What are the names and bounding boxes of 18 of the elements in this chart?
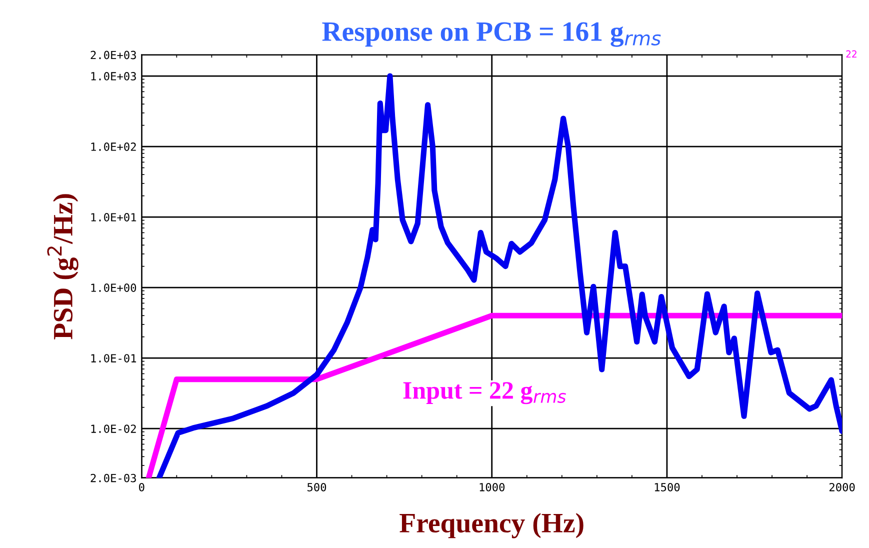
- y-tick-label: 1.0E+02: [91, 142, 136, 151]
- y-tick-label: 1.0E+03: [91, 72, 136, 80]
- x-axis-title: Frequency (Hz): [400, 512, 584, 538]
- x-tick-label: 2000: [830, 482, 855, 492]
- text: 22: [846, 50, 856, 58]
- y-tick-label: 1.0E+01: [91, 213, 136, 222]
- y-tick-label: 2.0E+03: [90, 50, 136, 60]
- y-tick-label: 1.0E-01: [91, 354, 136, 362]
- y-axis-title: PSD (g$^{2}$/Hz): [47, 194, 78, 340]
- x-tick-label: 1000: [480, 482, 505, 492]
- annotation: Input = 22 g$_{rms}$: [403, 382, 566, 404]
- y-tick-label: 1.0E-02: [91, 424, 136, 433]
- x-tick-label: 0: [139, 482, 144, 492]
- chart-title: Response on PCB = 161 g$_{rms}$: [322, 22, 661, 47]
- x-tick-label: 1500: [654, 482, 680, 492]
- y-tick-label: 2.0E-03: [90, 474, 136, 482]
- y-tick-label: 1.0E+00: [91, 284, 136, 292]
- x-tick-label: 500: [307, 482, 326, 492]
